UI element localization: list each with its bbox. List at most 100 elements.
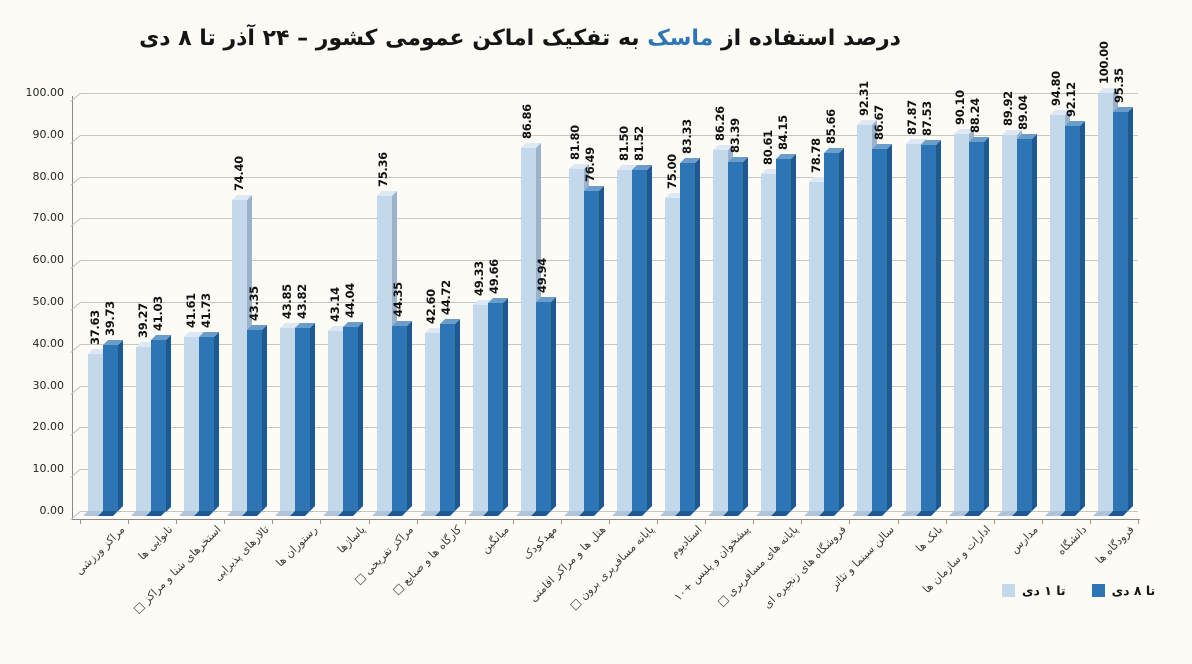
bar-group: 90.10 88.24 [946,90,994,516]
bar-group: 81.50 81.52 [609,93,657,516]
bar-3d-foot [530,511,551,516]
bar-value-label: 74.40 [231,156,246,192]
bar-3d-side [262,324,268,511]
bar-value-label: 89.04 [1016,94,1031,130]
bar-dark-13 [723,157,749,516]
legend-item-light: تا ۱ دی [1002,583,1066,598]
bar-light-14 [756,169,782,516]
bar-dark-20 [1059,120,1085,516]
bar-group: 81.80 76.49 [561,93,609,516]
bar-3d-side [1079,120,1085,511]
y-axis-tick-label: 50.00 [32,295,65,308]
gridline [80,511,1138,512]
x-axis-category-label-text: مراکز ورزشی [72,523,128,578]
bar-light-3 [227,195,253,516]
x-axis-labels: مراکز ورزشی نانوایی ها استخرهای شنا و مراک… [73,523,1138,653]
bar-light-9 [515,142,541,516]
bar-3d-foot [290,511,311,516]
bar-3d-foot [915,511,936,516]
y-axis-tick-label: 80.00 [32,169,65,183]
bar-light-2 [179,332,205,516]
x-axis-tickmark [753,520,755,524]
bar-light-7 [419,327,445,516]
legend-label-dark: تا ۸ دی [1111,583,1156,598]
bar-3d-foot [194,511,215,516]
bar-light-13 [708,145,734,516]
gridline [80,302,1138,303]
bar-value-label: 95.35 [1112,68,1127,104]
bar-value-label: 86.67 [871,104,886,140]
chart-title-highlight: ماسک [647,26,714,51]
bar-dark-12 [675,157,701,516]
bar-dark-17 [915,140,941,516]
bar-3d-side [214,331,220,511]
bar-light-17 [900,138,926,516]
bar-group: 92.31 86.67 [849,81,897,516]
x-axis-tickmark [416,520,418,524]
bar-light-21 [1092,88,1118,516]
x-axis-tickmark [705,520,707,524]
bar-dark-9 [530,297,556,516]
x-axis-tickmark [801,520,803,524]
y-axis-tick-label: 90.00 [32,127,65,141]
bar-3d-foot [819,511,840,516]
y-axis-tick-label: 100.00 [25,86,65,99]
bar-3d-foot [98,511,118,516]
bar-value-label: 83.39 [727,118,742,154]
bar-3d-foot [1107,511,1128,516]
bar-3d-foot [723,511,744,516]
y-axis-tick-label: 30.00 [32,378,65,392]
bar-3d-side [358,321,364,511]
legend-swatch-dark [1091,584,1105,597]
bar-group: 41.61 41.73 [176,93,224,516]
x-axis-tickmark [897,520,899,524]
bar-value-label: 90.10 [953,90,968,126]
bar-value-label: 78.78 [808,137,823,173]
bar-dark-2 [194,331,220,516]
bar-3d-foot [434,511,455,516]
bar-3d-foot [963,511,984,516]
bar-3d-foot [1011,511,1032,516]
bar-dark-0 [98,339,123,516]
bar-dark-3 [242,324,268,516]
bar-dark-6 [386,320,412,516]
chart-title-prefix: درصد استفاده از [720,26,901,51]
bar-3d-side [406,320,412,511]
bar-value-label: 49.33 [472,260,487,296]
chart-title: درصد استفاده از ماسک به تفکیک اماکن عموم… [0,26,1040,51]
bar-value-label: 44.35 [391,281,406,317]
bar-value-label: 87.53 [920,101,935,137]
x-axis-tickmark [560,520,562,524]
bar-light-0 [83,348,108,516]
x-axis-tickmark [272,520,274,524]
bar-light-16 [852,120,878,516]
bar-value-label: 41.03 [150,295,165,331]
bar-dark-15 [819,147,845,516]
bar-value-label: 43.14 [327,286,342,322]
plot-area: 37.63 39.73 39.27 41.03 41.61 41.73 74.40 43.35… [80,41,1138,516]
bar-group: 86.26 83.39 [705,93,753,516]
y-axis-tick-label: 0.00 [39,504,65,517]
bar-3d-side [166,334,172,511]
x-axis-line [72,519,1140,520]
bar-3d-side [935,140,941,511]
x-axis-tickmark [176,520,178,524]
bar-dark-21 [1107,107,1133,516]
bar-value-label: 92.12 [1064,82,1079,117]
x-axis-tickmark [464,520,466,524]
y-axis-tick-label: 60.00 [32,253,65,267]
bar-group: 78.78 85.66 [801,93,849,516]
x-axis-category-label-text: میانگین [479,523,512,556]
bar-value-label: 44.04 [342,283,357,318]
x-axis-category-label-text: استادیوم [667,523,705,561]
x-axis-tickmark [80,520,81,524]
bar-value-label: 84.15 [775,115,790,151]
bar-value-label: 37.63 [87,309,102,345]
bar-3d-side [839,147,845,511]
bar-value-label: 85.66 [823,109,838,144]
bar-value-label: 80.61 [760,130,775,166]
chart-title-suffix: به تفکیک اماکن عمومی کشور – ۲۴ آذر تا ۸ … [139,26,640,51]
bar-value-label: 88.24 [968,98,983,134]
x-axis-category-label-text: مدارس [1008,523,1041,556]
